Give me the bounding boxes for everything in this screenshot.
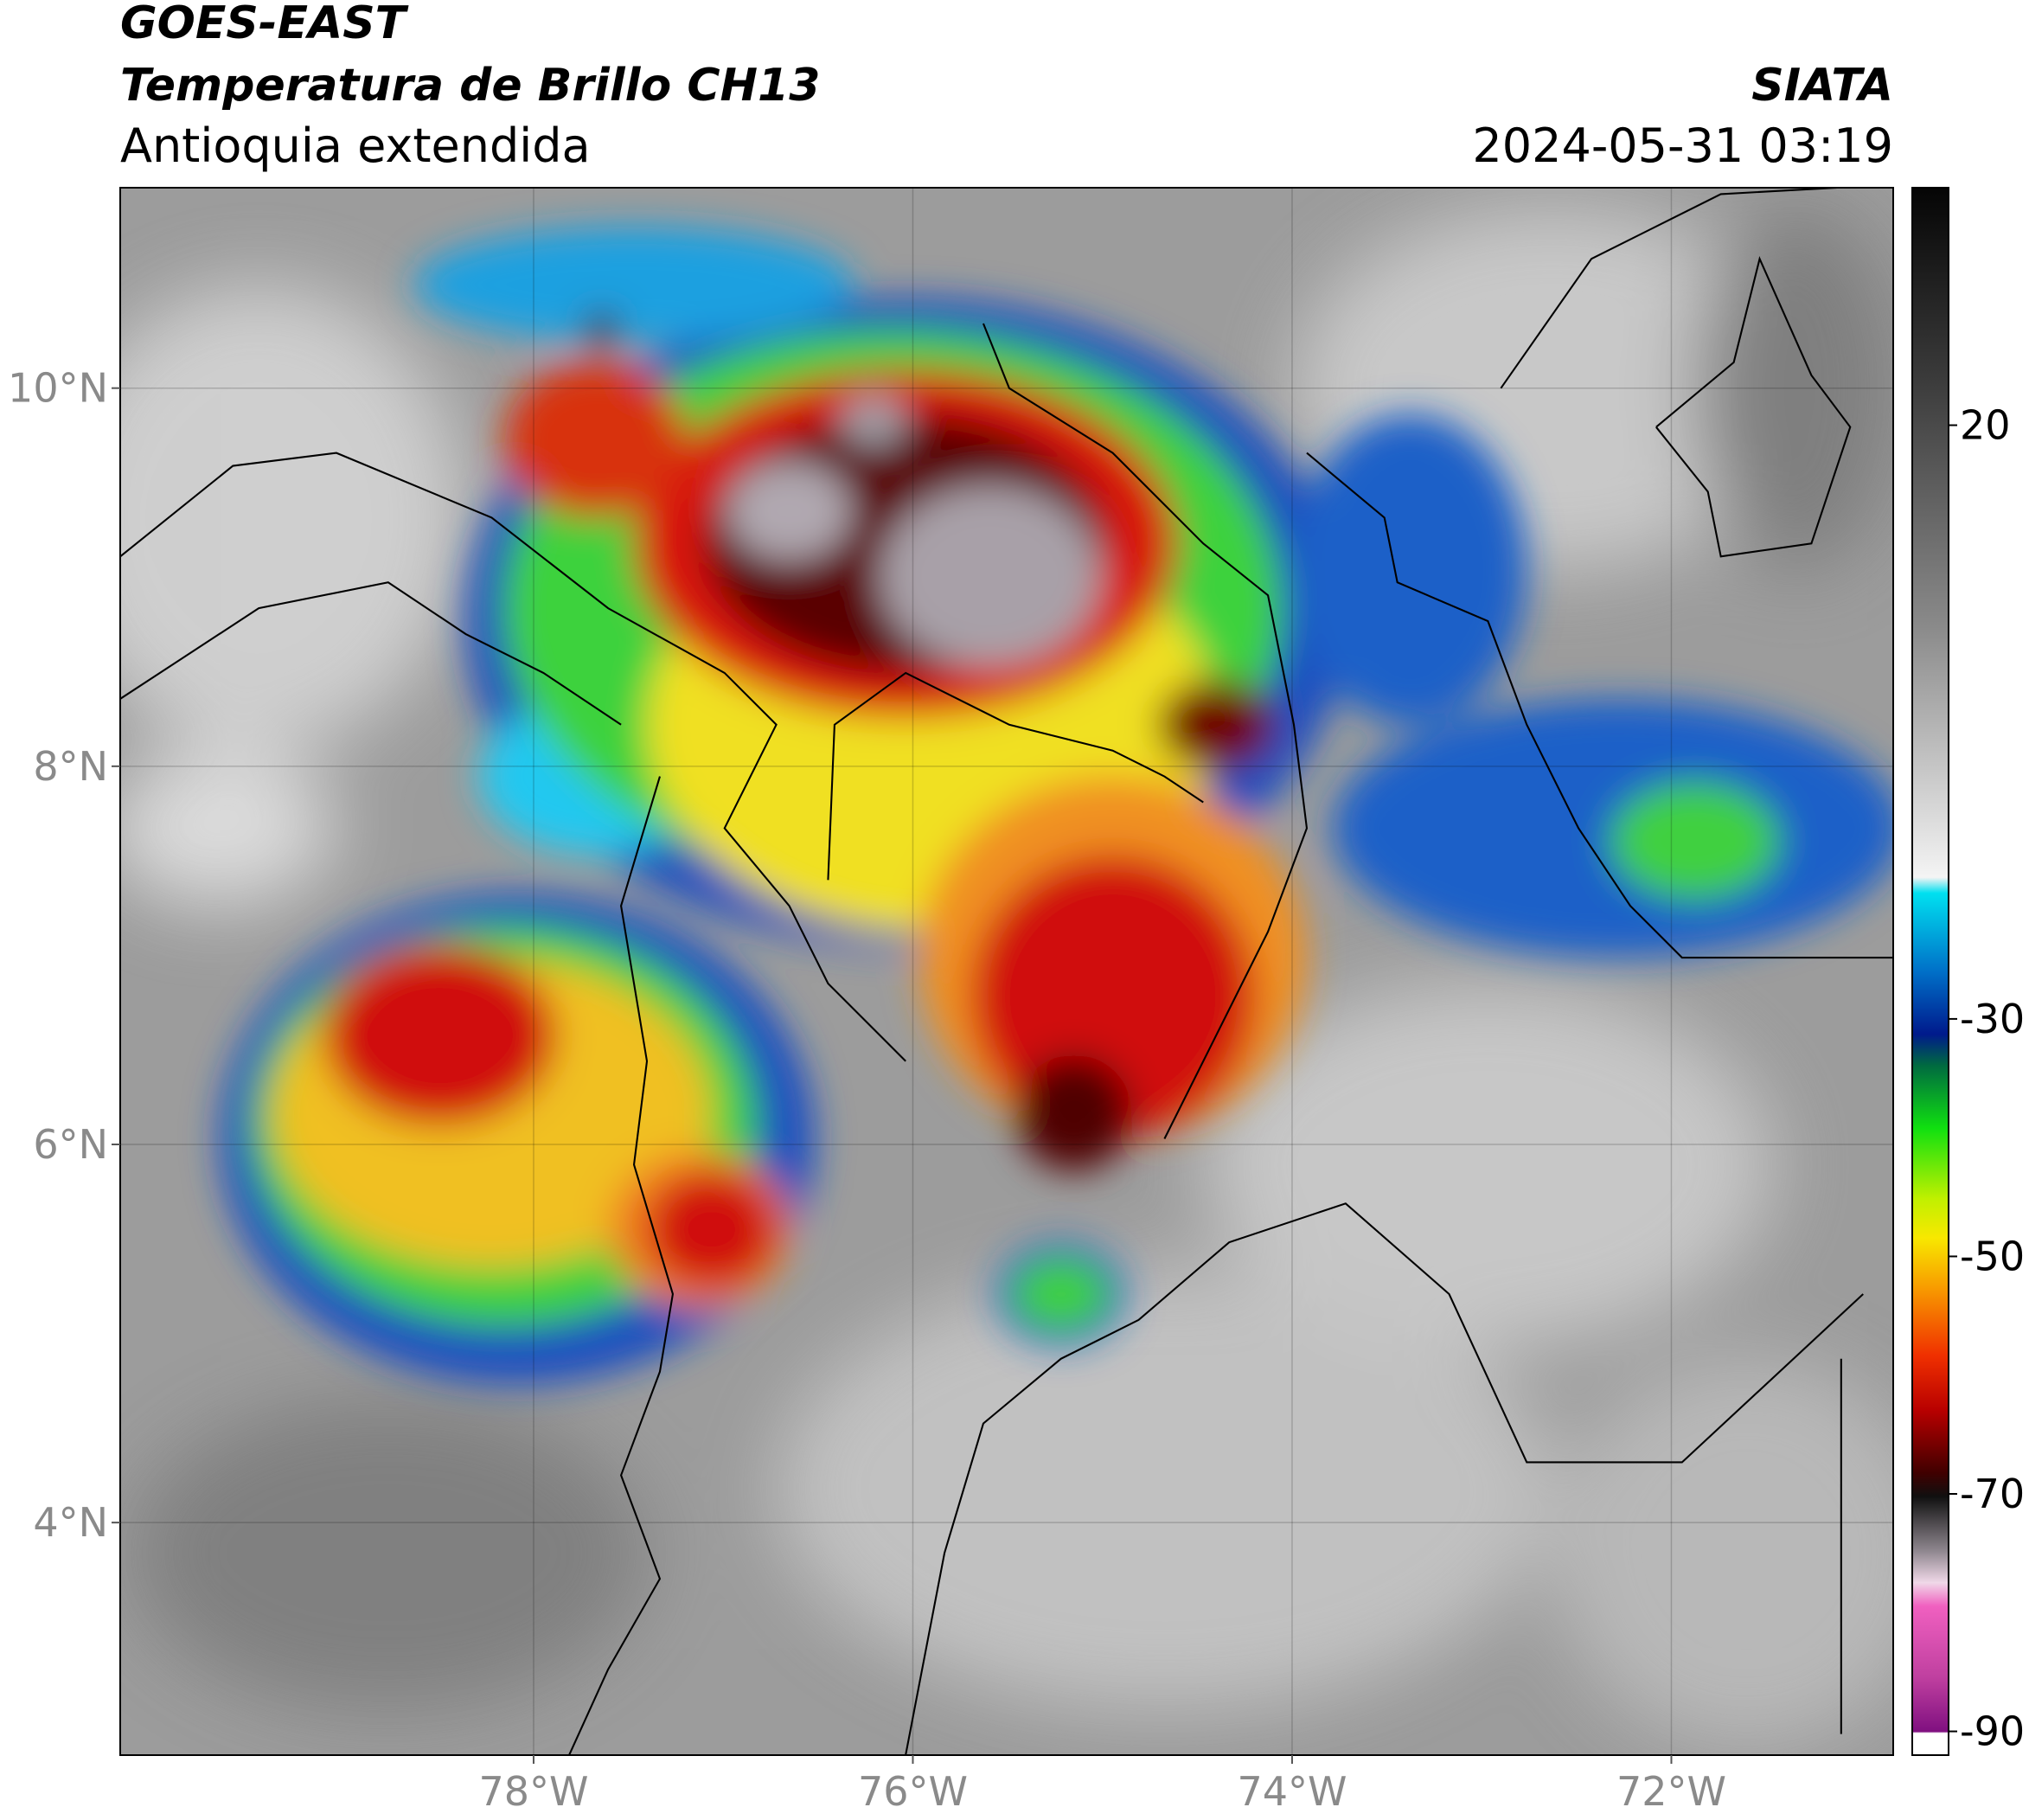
map-frame [119, 187, 1894, 1756]
x-tick-label: 74°W [1237, 1768, 1347, 1815]
datetime-title: 2024-05-31 03:19 [1472, 119, 1893, 173]
colorbar-tick-label: 20 [1960, 402, 2011, 449]
x-tick-label: 78°W [478, 1768, 588, 1815]
product-title: Temperatura de Brillo CH13 [120, 60, 820, 112]
x-tick-label: 76°W [858, 1768, 968, 1815]
source-title: SIATA [1751, 60, 1893, 112]
colorbar [1911, 187, 1949, 1756]
colorbar-tick-label: -70 [1960, 1471, 2025, 1517]
y-tick-label: 8°N [33, 743, 108, 790]
colorbar-tick-label: -90 [1960, 1708, 2025, 1755]
y-tick-label: 10°N [8, 365, 108, 412]
satellite-image [120, 187, 1893, 1755]
colorbar-tick-label: -30 [1960, 996, 2025, 1042]
axes: 78°W 76°W 74°W 72°W 10°N 8°N 6°N 4°N 20 -30 -50 -70… [8, 188, 2025, 1815]
region-title: Antioquia extendida [120, 119, 591, 173]
y-tick-label: 4°N [33, 1499, 108, 1546]
colorbar-tick-label: -50 [1960, 1233, 2025, 1279]
satellite-title: GOES-EAST [120, 0, 409, 49]
x-tick-label: 72°W [1616, 1768, 1726, 1815]
y-tick-label: 6°N [33, 1121, 108, 1168]
